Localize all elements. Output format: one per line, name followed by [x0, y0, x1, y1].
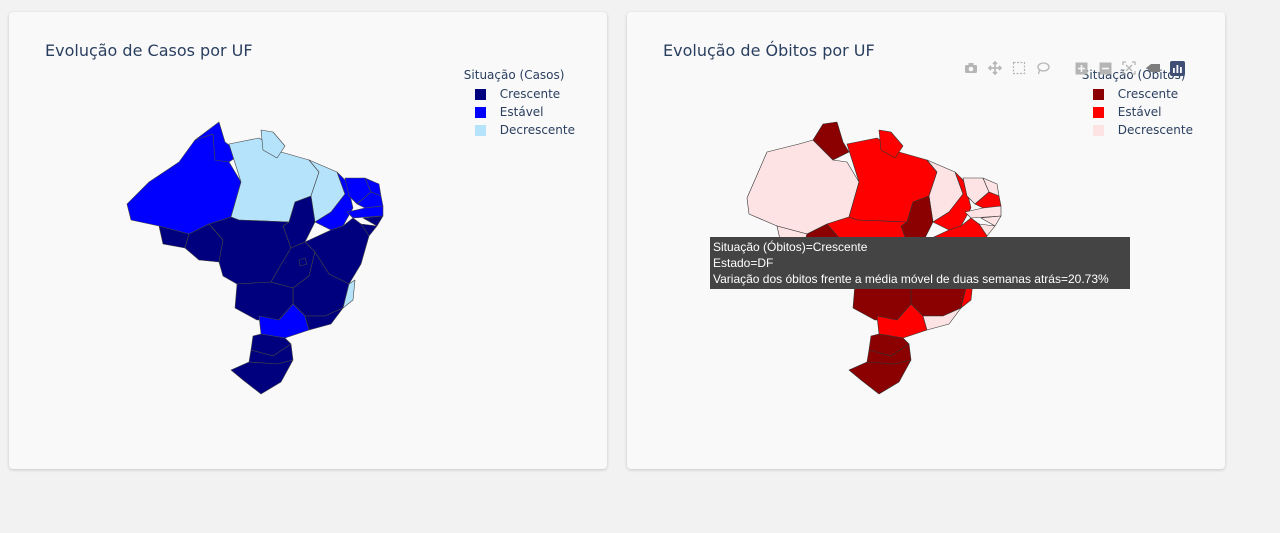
region-df[interactable]	[298, 257, 308, 267]
autoscale-icon[interactable]	[1121, 60, 1137, 76]
region-rr[interactable]	[812, 121, 850, 161]
region-pb[interactable]	[974, 191, 1002, 209]
hover-tooltip: Situação (Óbitos)=Crescente Estado=DF Va…	[710, 237, 1130, 289]
legend-label: Decrescente	[1117, 123, 1193, 137]
tooltip-line-situacao: Situação (Óbitos)=Crescente	[713, 240, 868, 254]
deaths-map-title: Evolução de Óbitos por UF	[663, 41, 875, 60]
cases-legend-item-estavel[interactable]: Estável	[464, 103, 575, 121]
region-pe[interactable]	[346, 205, 384, 219]
region-al[interactable]	[362, 215, 384, 227]
cases-legend-item-crescente[interactable]: Crescente	[464, 85, 575, 103]
region-rs[interactable]	[848, 359, 912, 395]
tooltip-line-variacao: Variação dos óbitos frente a média móvel…	[713, 272, 1109, 286]
region-ap[interactable]	[878, 129, 904, 159]
deaths-legend-item-decrescente[interactable]: Decrescente	[1082, 121, 1193, 139]
deaths-legend-item-crescente[interactable]: Crescente	[1082, 85, 1193, 103]
region-rj[interactable]	[922, 307, 962, 331]
legend-swatch	[474, 106, 486, 118]
legend-label: Crescente	[1117, 87, 1179, 101]
box-select-icon[interactable]	[1011, 60, 1027, 76]
cases-choropleth-map[interactable]	[9, 12, 607, 469]
legend-label: Estável	[499, 105, 544, 119]
lasso-icon[interactable]	[1035, 60, 1051, 76]
legend-swatch	[1092, 124, 1104, 136]
region-pe[interactable]	[964, 205, 1002, 219]
deaths-legend: Situação (Óbitos) Crescente Estável Decr…	[1082, 68, 1193, 139]
legend-swatch	[474, 124, 486, 136]
legend-label: Crescente	[499, 87, 561, 101]
region-al[interactable]	[980, 215, 1002, 227]
region-pb[interactable]	[356, 191, 384, 209]
plotly-logo-icon[interactable]	[1169, 60, 1185, 76]
region-es[interactable]	[342, 279, 356, 309]
deaths-map-card: Evolução de Óbitos por UF Situação (Óbit…	[627, 12, 1225, 469]
reset-axes-icon[interactable]	[1145, 60, 1161, 76]
pan-icon[interactable]	[987, 60, 1003, 76]
legend-label: Estável	[1117, 105, 1162, 119]
region-rs[interactable]	[230, 359, 294, 395]
cases-map-title: Evolução de Casos por UF	[45, 41, 253, 60]
legend-label: Decrescente	[499, 123, 575, 137]
legend-swatch	[1092, 88, 1104, 100]
region-ap[interactable]	[260, 129, 286, 159]
plot-modebar	[963, 60, 1185, 76]
cases-map-card: Evolução de Casos por UF Situação (Casos…	[9, 12, 607, 469]
zoom-in-icon[interactable]	[1073, 60, 1089, 76]
camera-icon[interactable]	[963, 60, 979, 76]
cases-legend: Situação (Casos) Crescente Estável Decre…	[464, 68, 575, 139]
legend-swatch	[1092, 106, 1104, 118]
deaths-legend-item-estavel[interactable]: Estável	[1082, 103, 1193, 121]
cases-legend-title: Situação (Casos)	[463, 68, 565, 82]
tooltip-line-estado: Estado=DF	[713, 256, 774, 270]
region-rj[interactable]	[304, 307, 344, 331]
zoom-out-icon[interactable]	[1097, 60, 1113, 76]
cases-legend-item-decrescente[interactable]: Decrescente	[464, 121, 575, 139]
legend-swatch	[474, 88, 486, 100]
